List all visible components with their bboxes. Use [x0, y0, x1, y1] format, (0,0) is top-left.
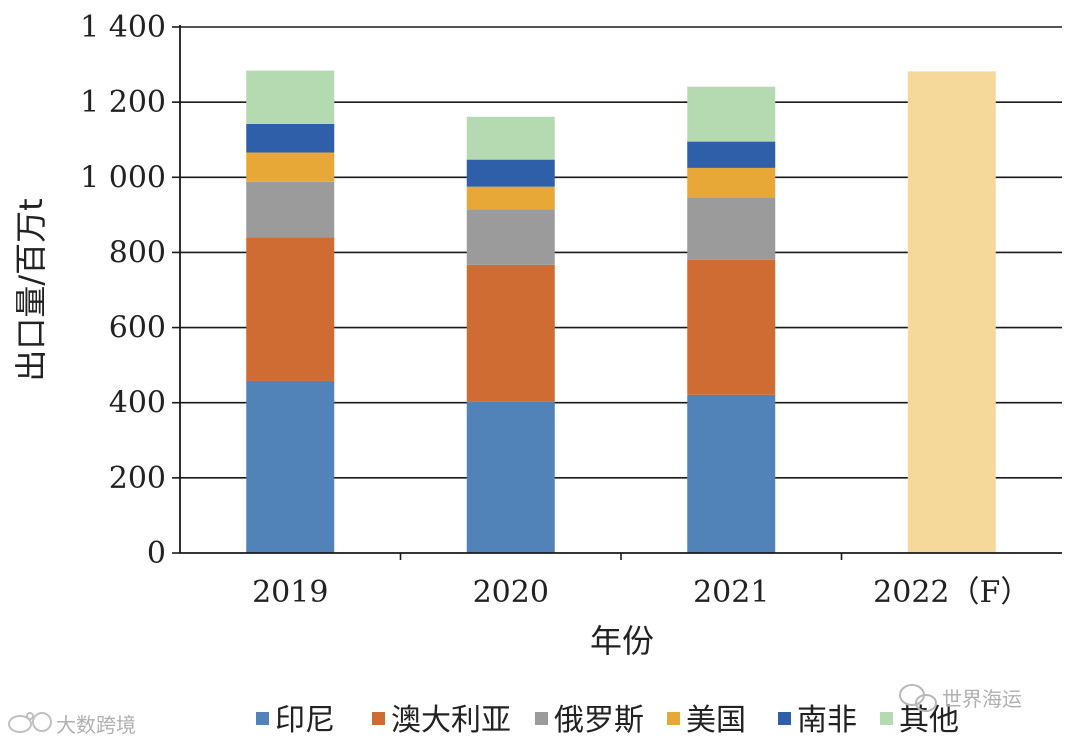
y-tick-label: 0 [147, 536, 166, 571]
x-tick-labels: 2019 2020 2021 2022（F） [252, 575, 1030, 610]
y-tick-label: 1 400 [80, 10, 166, 45]
bar-segment [687, 86, 776, 142]
legend-swatch [778, 712, 791, 725]
bar-segment [687, 197, 776, 260]
bar-segment [687, 141, 776, 168]
legend-label: 俄罗斯 [554, 703, 644, 738]
watermark-right-text: 世界海运 [942, 687, 1022, 711]
bar-segment [246, 237, 335, 381]
legend-swatch [880, 712, 893, 725]
y-tick-label: 800 [109, 235, 166, 270]
bar-segment [466, 186, 555, 210]
legend-label: 印尼 [275, 703, 335, 738]
legend-label: 澳大利亚 [391, 703, 511, 738]
bar-segment [246, 123, 335, 153]
forecast-bar [907, 71, 996, 553]
legend-label: 南非 [797, 703, 857, 738]
legend-swatch [535, 712, 548, 725]
bar-segment [466, 209, 555, 265]
legend-swatch [667, 712, 680, 725]
legend-label: 美国 [686, 703, 746, 738]
y-tick-label: 1 200 [80, 85, 166, 120]
bar-segment [466, 116, 555, 160]
watermark-right: 世界海运 [899, 684, 1022, 712]
watermark-left: 大数跨境 [8, 712, 136, 737]
bar-segment [246, 380, 335, 553]
x-tick-label: 2020 [473, 575, 549, 610]
x-tick-label: 2019 [252, 575, 328, 610]
axes [179, 25, 1062, 560]
bar-segment [246, 70, 335, 124]
legend: 印尼 澳大利亚 俄罗斯 美国 南非 其他 [256, 703, 959, 738]
weibo-logo-icon [8, 712, 52, 733]
wechat-logo-icon [899, 684, 937, 712]
bar-segment [466, 264, 555, 402]
y-tick-label: 600 [109, 311, 166, 346]
x-axis-title: 年份 [590, 622, 654, 660]
y-tick-labels: 0 200 400 600 800 1 000 1 200 1 400 [80, 10, 180, 571]
bar-segment [246, 181, 335, 238]
watermark-left-text: 大数跨境 [56, 713, 136, 737]
bar-segment [687, 167, 776, 198]
legend-swatch [372, 712, 385, 725]
y-tick-label: 1 000 [80, 160, 166, 195]
x-tick-label: 2022（F） [873, 575, 1030, 610]
bar-segment [466, 401, 555, 553]
bar-segment [246, 152, 335, 182]
y-axis-title: 出口量/百万t [12, 198, 50, 381]
bars [246, 70, 996, 553]
legend-label: 其他 [899, 703, 959, 738]
x-tick-label: 2021 [693, 575, 769, 610]
bar-segment [687, 394, 776, 553]
y-tick-label: 200 [109, 461, 166, 496]
bar-segment [466, 159, 555, 187]
y-tick-label: 400 [109, 386, 166, 421]
bar-segment [687, 259, 776, 395]
legend-swatch [256, 712, 269, 725]
